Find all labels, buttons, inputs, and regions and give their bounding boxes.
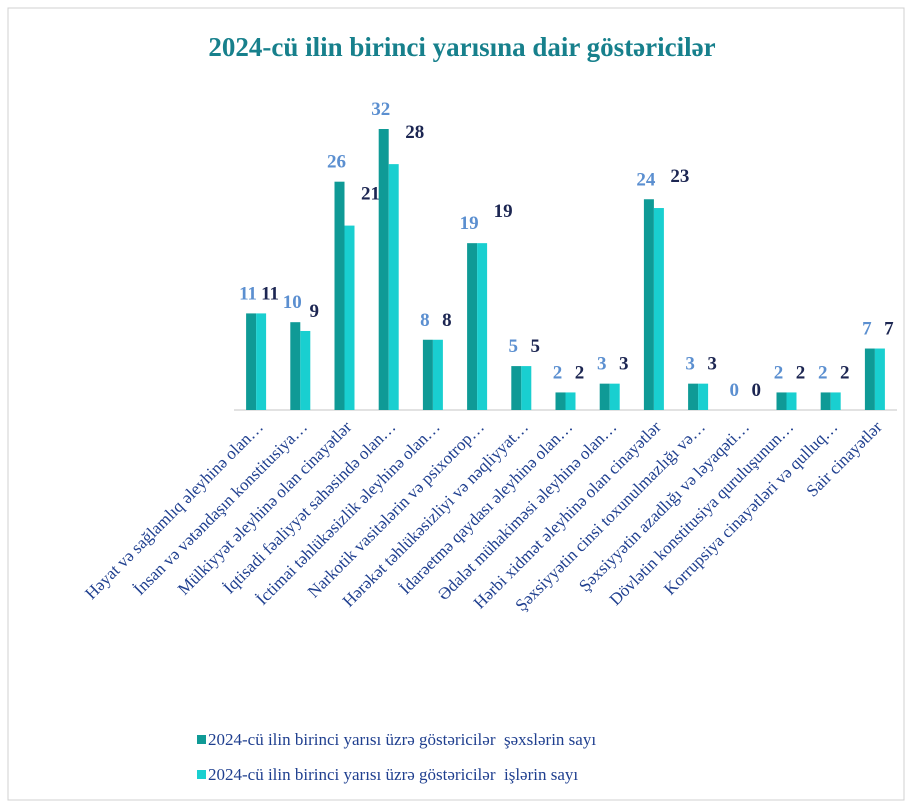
data-label: 26 [327,152,346,173]
bar [334,181,345,410]
legend-swatch [197,770,206,779]
data-label: 5 [531,336,541,357]
bar [874,348,885,410]
data-label: 2 [553,362,563,383]
chart-title: 2024-cü ilin birinci yarısına dair göstə… [208,32,715,62]
bar [432,339,443,410]
bar [643,199,654,410]
data-label: 23 [670,166,689,187]
bar [698,383,709,410]
legend-swatch [197,735,206,744]
data-label: 2 [575,362,585,383]
bar [599,383,610,410]
bar [555,392,566,410]
legend-label: 2024-cü ilin birinci yarısı üzrə göstəri… [208,730,596,749]
data-label: 2 [774,362,784,383]
bar [300,330,311,410]
bar [864,348,875,410]
bar [246,313,257,410]
data-label: 10 [283,292,302,313]
data-label: 19 [494,201,513,222]
data-label: 11 [239,283,257,304]
bar [467,243,478,410]
bar [565,392,576,410]
data-label: 2 [818,362,828,383]
bar [378,129,389,410]
data-label: 8 [442,310,452,331]
data-label: 32 [371,99,390,120]
data-label: 8 [420,310,430,331]
bar [653,208,664,410]
data-label: 3 [707,354,717,375]
data-label: 21 [361,184,380,205]
data-label: 3 [597,354,607,375]
chart-border [7,7,905,801]
bar [477,243,488,410]
data-label: 5 [509,336,519,357]
data-label: 7 [884,319,894,340]
data-label: 3 [619,354,629,375]
bar [344,225,355,410]
bar [820,392,831,410]
bar [830,392,841,410]
bar [290,322,301,410]
bar [511,366,522,410]
data-label: 9 [310,301,320,322]
bar [521,366,532,410]
data-label: 2 [796,362,806,383]
data-label: 3 [685,354,695,375]
data-label: 0 [730,380,740,401]
data-label: 7 [862,319,872,340]
bar [422,339,433,410]
bar [688,383,699,410]
data-label: 24 [636,169,656,190]
data-label: 28 [405,122,424,143]
bar [256,313,267,410]
bar [776,392,787,410]
data-label: 0 [752,380,762,401]
data-label: 2 [840,362,850,383]
bar [388,164,399,410]
bar [786,392,797,410]
data-label: 11 [261,283,279,304]
legend-label: 2024-cü ilin birinci yarısı üzrə göstəri… [208,765,578,784]
data-label: 19 [460,213,479,234]
bar [609,383,620,410]
